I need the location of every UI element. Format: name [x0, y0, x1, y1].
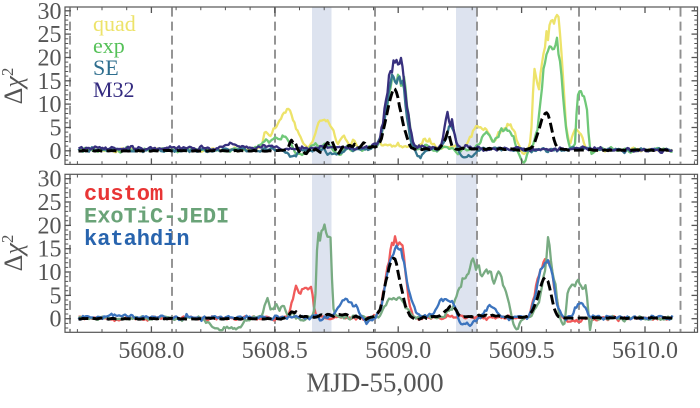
svg-text:ExoTiC-JEDI: ExoTiC-JEDI: [84, 205, 229, 230]
svg-text:5609.0: 5609.0: [365, 338, 431, 364]
svg-text:SE: SE: [93, 55, 119, 80]
svg-text:15: 15: [38, 237, 62, 263]
svg-text:10: 10: [38, 260, 62, 286]
svg-text:25: 25: [38, 190, 62, 216]
svg-text:katahdin: katahdin: [84, 227, 190, 252]
svg-text:5608.5: 5608.5: [242, 338, 308, 364]
svg-text:exp: exp: [93, 33, 125, 58]
svg-text:25: 25: [38, 22, 62, 48]
svg-text:5610.0: 5610.0: [612, 338, 678, 364]
svg-text:5: 5: [50, 116, 62, 142]
svg-text:0: 0: [50, 307, 62, 333]
svg-text:5: 5: [50, 283, 62, 309]
svg-text:5609.5: 5609.5: [489, 338, 555, 364]
svg-text:20: 20: [38, 46, 62, 72]
svg-text:MJD-55,000: MJD-55,000: [306, 368, 443, 398]
svg-text:Δχ2: Δχ2: [0, 68, 28, 105]
svg-text:0: 0: [50, 139, 62, 165]
svg-text:10: 10: [38, 92, 62, 118]
svg-text:20: 20: [38, 213, 62, 239]
svg-text:M32: M32: [93, 77, 135, 102]
svg-text:30: 30: [38, 167, 62, 193]
svg-text:5608.0: 5608.0: [118, 338, 184, 364]
svg-text:custom: custom: [84, 182, 163, 207]
svg-text:30: 30: [38, 0, 62, 25]
svg-text:quad: quad: [93, 11, 136, 36]
svg-text:15: 15: [38, 69, 62, 95]
